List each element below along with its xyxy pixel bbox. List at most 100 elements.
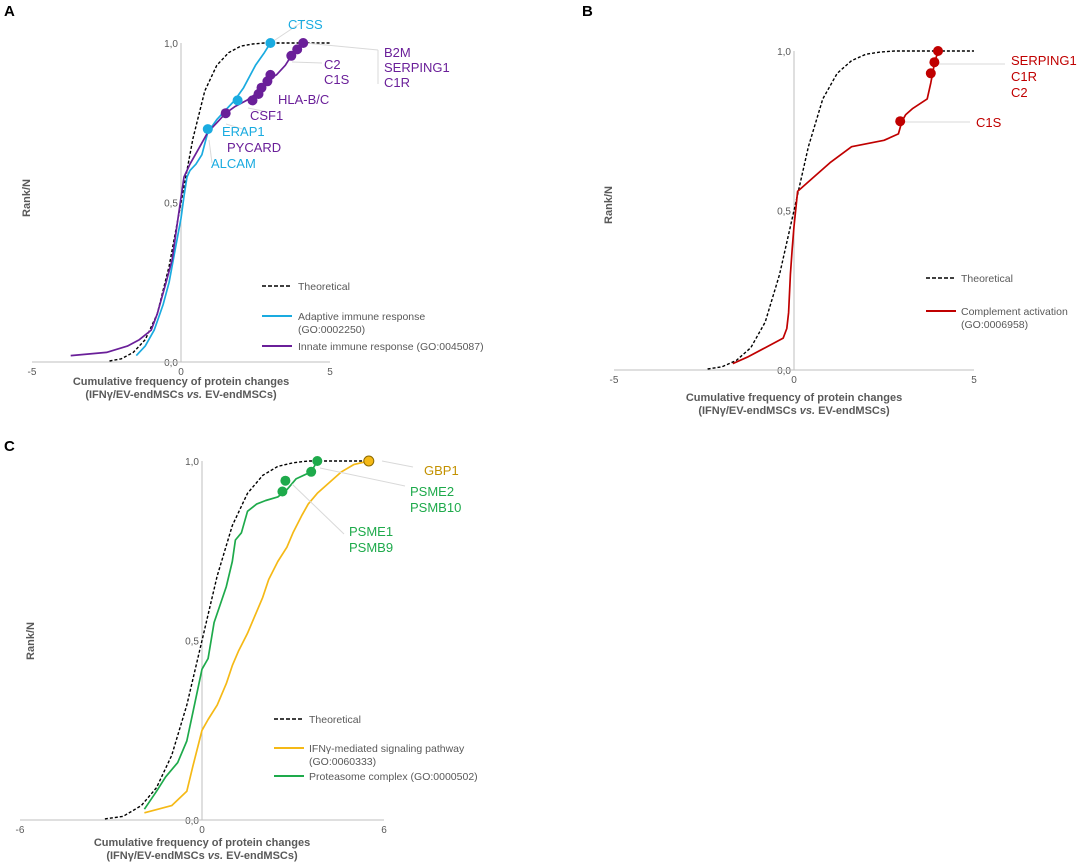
x-tick-label: -6	[16, 825, 25, 836]
gene-label-serping1: SERPING1	[384, 60, 450, 75]
gene-label-csf1: CSF1	[250, 108, 283, 123]
series-line-theoretical	[104, 460, 369, 820]
marker-ctss	[265, 38, 276, 48]
marker-psmb9	[277, 486, 288, 497]
y-tick-label: 1,0	[185, 457, 199, 468]
marker-gbp1	[363, 455, 375, 467]
gene-label-c1r: C1R	[1011, 69, 1037, 84]
y-tick-label: 0,5	[777, 207, 791, 218]
legend-label-innate: Innate immune response (GO:0045087)	[298, 341, 484, 353]
gene-label-erap1: ERAP1	[222, 124, 265, 139]
marker-c2	[925, 68, 936, 79]
axes	[614, 51, 974, 371]
x-axis-subtitle: (IFNγ/EV-endMSCs vs. EV-endMSCs)	[698, 405, 890, 417]
gene-label-c1s: C1S	[976, 115, 1002, 130]
x-axis-title: Cumulative frequency of protein changes	[94, 837, 310, 849]
legend: Theoretical Complement activation (GO:00…	[926, 273, 1068, 331]
panel-b: B Rank/N Cumulative frequency of protein…	[582, 3, 1077, 417]
marker-pycard	[220, 108, 231, 119]
annotation-leaders	[904, 63, 1005, 123]
legend-label-ifng: IFNγ-mediated signaling pathway	[309, 743, 465, 755]
legend: Theoretical IFNγ-mediated signaling path…	[274, 714, 478, 783]
marker-psme1	[280, 475, 291, 486]
panel-a: A Rank/N Cumulative frequency of protein…	[4, 3, 484, 401]
gene-label-c2: C2	[1011, 85, 1028, 100]
x-axis-title: Cumulative frequency of protein changes	[73, 376, 289, 388]
marker-c1r	[929, 57, 940, 68]
marker-point	[286, 50, 297, 61]
x-tick-label: 5	[971, 375, 977, 386]
gene-label-serping1: SERPING1	[1011, 53, 1077, 68]
marker-erap1	[232, 95, 243, 106]
x-tick-label: 5	[327, 367, 333, 378]
y-tick-label: 1,0	[777, 47, 791, 58]
x-axis-title: Cumulative frequency of protein changes	[686, 392, 902, 404]
y-tick-label: 0,0	[164, 358, 178, 369]
marker-point	[262, 76, 273, 87]
gene-label-psme1: PSME1	[349, 524, 393, 539]
legend-label-proteasome: Proteasome complex (GO:0000502)	[309, 771, 478, 783]
legend-label-complement: Complement activation	[961, 306, 1068, 318]
marker-alcam	[202, 124, 213, 135]
series-line-complement-activation-go-0006958	[732, 50, 939, 365]
gene-label-c2: C2	[324, 57, 341, 72]
x-axis-subtitle: (IFNγ/EV-endMSCs vs. EV-endMSCs)	[85, 389, 277, 401]
marker-point	[292, 44, 303, 55]
y-tick-label: 0,0	[777, 366, 791, 377]
series-line-theoretical	[109, 42, 330, 362]
gene-label-c1r: C1R	[384, 75, 410, 90]
y-tick-label: 1,0	[164, 39, 178, 50]
gene-label-b2m: B2M	[384, 45, 411, 60]
y-axis-title: Rank/N	[603, 186, 615, 224]
y-tick-label: 0,0	[185, 816, 199, 827]
annotation-leaders	[291, 460, 414, 535]
gene-label-psme2: PSME2	[410, 484, 454, 499]
marker-c1s	[895, 116, 906, 127]
panel-letter: B	[582, 3, 593, 20]
gene-label-hla-b-c: HLA-B/C	[278, 92, 329, 107]
marker-csf1	[247, 95, 258, 106]
series-line-theoretical	[707, 50, 974, 370]
panel-letter: C	[4, 438, 15, 455]
y-tick-label: 0,5	[185, 637, 199, 648]
legend: Theoretical Adaptive immune response (GO…	[262, 281, 484, 353]
panel-c: C Rank/N Cumulative frequency of protein…	[4, 438, 478, 862]
x-tick-label: 0	[199, 825, 205, 836]
gene-label-psmb10: PSMB10	[410, 500, 461, 515]
x-tick-label: 0	[791, 375, 797, 386]
x-tick-label: -5	[610, 375, 619, 386]
legend-label-adaptive: Adaptive immune response	[298, 311, 425, 323]
legend-label-theoretical: Theoretical	[309, 714, 361, 726]
marker-psmb10	[306, 466, 317, 477]
gene-label-alcam: ALCAM	[211, 156, 256, 171]
y-axis-title: Rank/N	[25, 622, 37, 660]
marker-psme2	[312, 456, 323, 466]
gene-label-ctss: CTSS	[288, 17, 323, 32]
x-tick-label: 6	[381, 825, 387, 836]
x-axis-subtitle: (IFNγ/EV-endMSCs vs. EV-endMSCs)	[106, 850, 298, 862]
legend-label-theoretical: Theoretical	[961, 273, 1013, 285]
x-tick-label: -5	[28, 367, 37, 378]
y-axis-title: Rank/N	[21, 179, 33, 217]
gene-annotations: GBP1 PSME2 PSMB10 PSME1 PSMB9	[349, 463, 461, 555]
x-tick-label: 0	[178, 367, 184, 378]
marker-b2m	[298, 38, 309, 48]
gene-annotations: SERPING1 C1R C2 C1S	[976, 53, 1077, 130]
legend-label-adaptive-go: (GO:0002250)	[298, 324, 365, 336]
gene-label-c1s: C1S	[324, 72, 350, 87]
panel-letter: A	[4, 3, 15, 20]
gene-annotations: CTSS B2M SERPING1 C1R C2 C1S HLA-B/C CSF…	[211, 17, 450, 171]
y-tick-label: 0,5	[164, 199, 178, 210]
gene-label-psmb9: PSMB9	[349, 540, 393, 555]
legend-label-theoretical: Theoretical	[298, 281, 350, 293]
marker-point	[253, 89, 264, 99]
series-line-innate-immune-response-go-0045087	[70, 42, 304, 357]
legend-label-complement-go: (GO:0006958)	[961, 319, 1028, 331]
annotation-leaders	[208, 19, 379, 164]
legend-label-ifng-go: (GO:0060333)	[309, 756, 376, 768]
marker-serping1	[933, 46, 943, 56]
gene-label-gbp1: GBP1	[424, 463, 459, 478]
gene-label-pycard: PYCARD	[227, 140, 281, 155]
series-line-ifn-mediated-signaling-pathway-go-0060333	[144, 460, 369, 814]
